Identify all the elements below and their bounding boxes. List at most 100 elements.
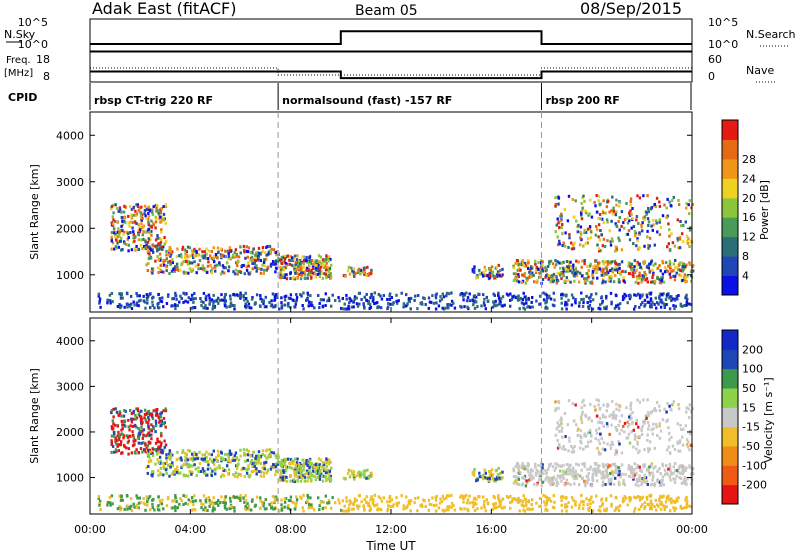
- velocity-cell: [660, 495, 664, 499]
- velocity-cell: [210, 500, 214, 504]
- power-cell: [535, 265, 538, 269]
- power-cell: [610, 237, 614, 241]
- power-cell: [599, 307, 602, 311]
- velocity-cell: [206, 460, 210, 464]
- power-cell: [186, 262, 190, 266]
- velocity-cell: [603, 508, 606, 512]
- power-cell: [140, 218, 143, 222]
- power-cell: [286, 254, 290, 258]
- power-cell: [655, 196, 659, 200]
- velocity-cell: [233, 458, 236, 462]
- velocity-cell: [269, 453, 272, 457]
- velocity-cell: [302, 509, 305, 513]
- power-cell: [654, 205, 658, 209]
- power-cell: [645, 277, 649, 281]
- power-cell: [386, 307, 389, 311]
- power-cell: [540, 259, 543, 263]
- colorbar-segment: [722, 139, 738, 160]
- power-cell: [667, 242, 670, 246]
- velocity-cell: [661, 478, 664, 482]
- power-cell: [322, 263, 325, 267]
- power-cell: [562, 241, 565, 245]
- velocity-cell: [343, 504, 346, 508]
- power-cell: [541, 269, 544, 273]
- velocity-cell: [690, 410, 693, 414]
- power-cell: [643, 304, 646, 308]
- power-cell: [274, 293, 277, 297]
- power-cell: [293, 267, 296, 271]
- velocity-cell: [256, 454, 260, 458]
- power-cell: [648, 301, 651, 305]
- velocity-cell: [328, 469, 332, 473]
- power-cell: [301, 255, 304, 259]
- power-cell: [352, 270, 355, 274]
- power-cell: [343, 302, 346, 306]
- velocity-cell: [667, 494, 670, 498]
- velocity-cell: [482, 473, 485, 477]
- cpid-panel: CPID rbsp CT-trig 220 RF normalsound (fas…: [8, 83, 692, 110]
- velocity-scatter-cells: [97, 398, 695, 513]
- velocity-cell: [510, 500, 514, 504]
- power-cell: [386, 305, 390, 309]
- power-cell: [545, 296, 549, 300]
- power-cell: [237, 255, 241, 259]
- velocity-cell: [299, 479, 303, 483]
- power-cell: [175, 297, 178, 301]
- velocity-cell: [151, 451, 154, 455]
- velocity-cell: [494, 477, 497, 481]
- velocity-cell: [325, 457, 328, 461]
- power-cell: [285, 273, 288, 277]
- power-cell: [516, 259, 519, 263]
- power-cell: [618, 266, 621, 270]
- velocity-cell: [635, 496, 638, 500]
- power-cell: [673, 244, 677, 248]
- power-cell: [465, 291, 468, 295]
- velocity-cell: [340, 508, 343, 512]
- power-cell: [514, 272, 518, 276]
- velocity-cell: [302, 463, 305, 467]
- power-cell: [227, 265, 231, 269]
- power-cell: [111, 215, 114, 219]
- power-cell: [256, 258, 259, 262]
- power-cell: [538, 275, 542, 279]
- velocity-cell: [147, 431, 150, 435]
- power-cell: [352, 305, 355, 309]
- power-cell: [299, 268, 303, 272]
- xtick-label: 08:00: [275, 523, 307, 536]
- velocity-cell: [110, 450, 113, 454]
- noise-frame: [89, 18, 693, 52]
- velocity-cell: [156, 413, 159, 417]
- velocity-cell: [640, 483, 643, 487]
- power-cell: [165, 269, 168, 273]
- velocity-cell: [580, 436, 583, 440]
- power-cell: [617, 280, 621, 284]
- power-cell: [191, 297, 195, 301]
- velocity-cell: [600, 436, 603, 440]
- power-cell: [112, 203, 115, 207]
- velocity-cell: [486, 477, 489, 480]
- velocity-cell: [322, 500, 325, 504]
- velocity-cell: [320, 472, 323, 476]
- power-cell: [162, 261, 165, 264]
- velocity-cell: [115, 450, 118, 454]
- velocity-cell: [388, 500, 392, 504]
- power-cell: [324, 259, 327, 263]
- velocity-cell: [147, 415, 150, 419]
- velocity-cell: [120, 494, 123, 498]
- velocity-cell: [585, 497, 588, 501]
- power-cell: [677, 203, 681, 207]
- power-cell: [162, 205, 165, 209]
- velocity-cell: [145, 434, 148, 438]
- power-cell: [663, 304, 666, 308]
- velocity-cell: [182, 503, 185, 507]
- velocity-cell: [579, 429, 583, 433]
- velocity-cell: [684, 424, 687, 428]
- velocity-cell: [628, 417, 632, 421]
- velocity-colorbar-tick: 50: [742, 382, 756, 395]
- station-title: Adak East (fitACF): [92, 0, 236, 18]
- velocity-cell: [282, 469, 285, 473]
- power-cell: [638, 274, 641, 278]
- velocity-cell: [649, 505, 652, 509]
- velocity-cell: [247, 449, 251, 453]
